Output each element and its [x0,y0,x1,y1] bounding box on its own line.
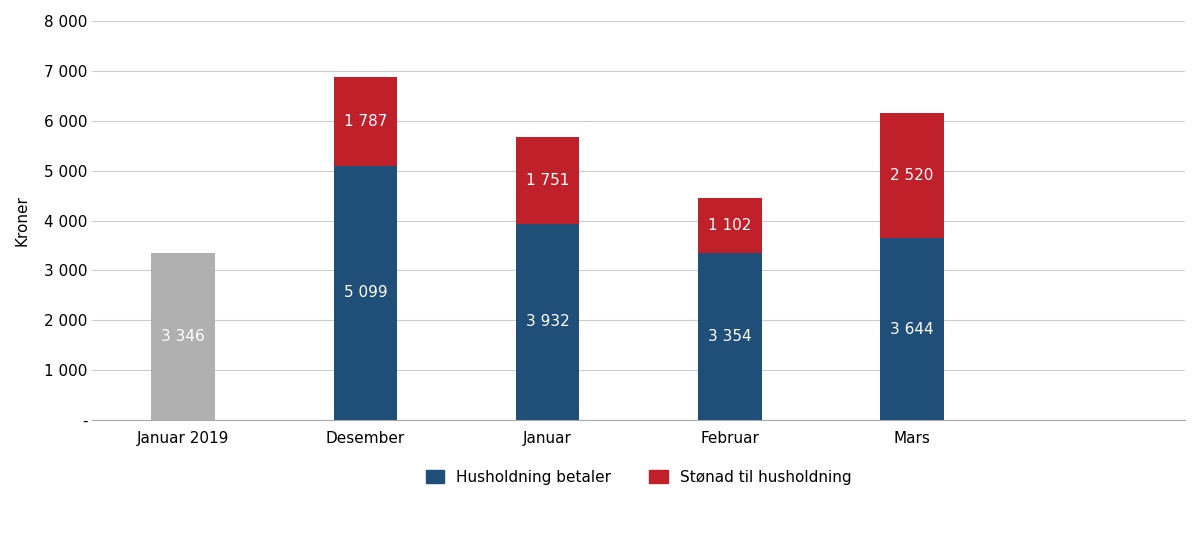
Bar [151,253,215,420]
Bar [516,137,580,224]
Text: 2 520: 2 520 [890,168,934,183]
Legend: Husholdning betaler, Stønad til husholdning: Husholdning betaler, Stønad til husholdn… [418,462,859,492]
Bar [334,166,397,420]
Text: 3 346: 3 346 [162,329,205,344]
Text: 1 102: 1 102 [708,218,751,233]
Bar [880,113,943,238]
Bar [516,224,580,420]
Y-axis label: Kroner: Kroner [14,195,30,246]
Text: 3 354: 3 354 [708,329,751,344]
Text: 5 099: 5 099 [343,285,388,300]
Bar [334,76,397,166]
Bar [880,238,943,420]
Bar [698,253,762,420]
Text: 3 644: 3 644 [890,321,934,336]
Text: 1 751: 1 751 [526,173,569,187]
Text: 3 932: 3 932 [526,315,570,329]
Text: 1 787: 1 787 [343,114,388,129]
Bar [698,198,762,253]
